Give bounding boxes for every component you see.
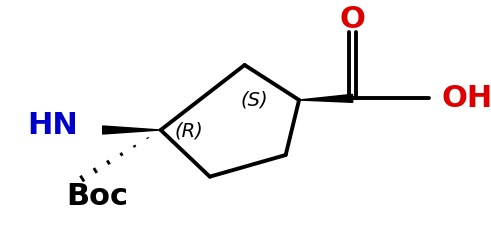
Text: O: O [340, 6, 366, 34]
Text: OH: OH [442, 84, 491, 113]
Polygon shape [103, 126, 161, 134]
Polygon shape [299, 94, 353, 102]
Text: (R): (R) [174, 121, 203, 140]
Text: Boc: Boc [66, 182, 128, 211]
Text: HN: HN [27, 111, 78, 140]
Text: (S): (S) [240, 91, 268, 110]
